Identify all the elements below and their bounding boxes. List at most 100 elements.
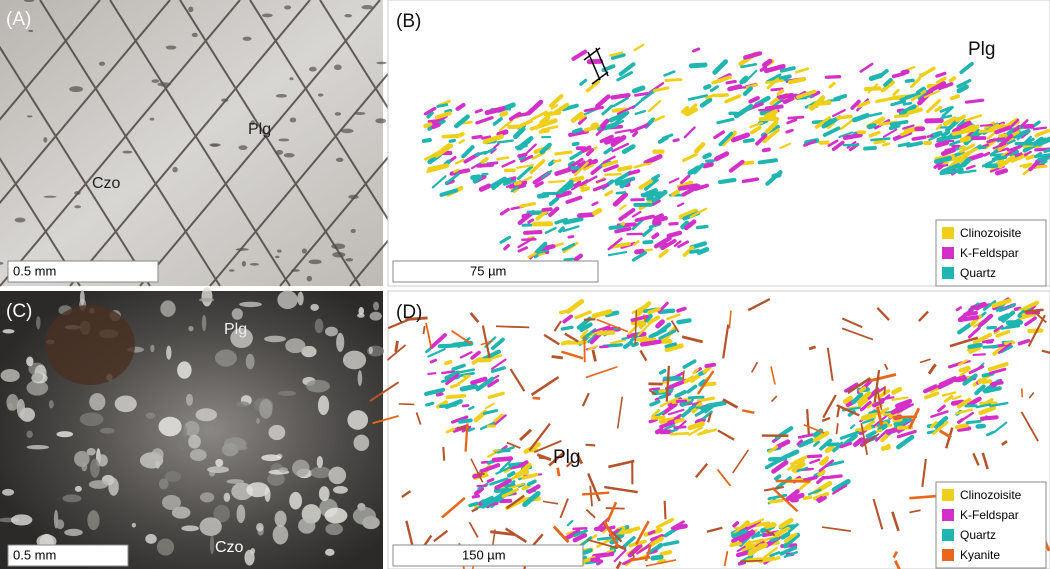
crystal [80, 290, 85, 305]
inclusion [345, 258, 353, 261]
grain [438, 105, 447, 107]
crystal [328, 467, 346, 484]
crystal [64, 529, 83, 536]
scale-label: 75 µm [470, 263, 506, 278]
inclusion [341, 129, 354, 134]
grain [960, 317, 977, 320]
legend-label: Quartz [960, 266, 996, 280]
panel-label: (C) [6, 301, 32, 322]
grain [641, 324, 644, 327]
legend: ClinozoisiteK-FeldsparQuartz [936, 220, 1046, 286]
grain [805, 497, 811, 498]
grain [539, 195, 547, 196]
legend-label: K-Feldspar [960, 246, 1019, 260]
panel-d: (D) Plg 150 µm ClinozoisiteK-FeldsparQua… [370, 291, 1050, 569]
needle [606, 508, 625, 509]
grain [598, 538, 612, 539]
grain [562, 327, 572, 329]
grain [883, 448, 889, 449]
crystal [26, 430, 32, 438]
grain [519, 154, 526, 156]
grain [690, 406, 694, 408]
grain [465, 376, 469, 377]
inclusion [221, 98, 228, 102]
inclusion [290, 118, 296, 123]
grain [447, 396, 464, 398]
inclusion [284, 153, 295, 158]
needle [740, 561, 763, 562]
grain [904, 103, 911, 104]
crystal [292, 460, 310, 477]
grain [977, 306, 981, 308]
grain [698, 227, 707, 228]
grain [574, 144, 578, 145]
inclusion [243, 37, 252, 41]
crystal [265, 487, 271, 502]
crystal [373, 302, 379, 311]
inclusion [242, 261, 246, 267]
crystal [151, 448, 163, 461]
crystal [159, 417, 182, 437]
inclusion [157, 82, 170, 86]
crystal [325, 508, 348, 524]
grain [657, 430, 661, 432]
crystal [80, 412, 104, 426]
crystal [353, 507, 376, 525]
legend-swatch [942, 267, 954, 279]
grain [666, 80, 681, 81]
grain [494, 459, 511, 460]
grain [680, 186, 696, 189]
grain [965, 313, 976, 315]
crystal [150, 345, 154, 353]
grain [936, 158, 949, 161]
grain [984, 346, 997, 347]
grain [805, 477, 816, 480]
crystal [256, 418, 260, 424]
crystal [90, 459, 100, 478]
crystal [62, 494, 81, 502]
annotation: Czo [92, 175, 121, 192]
grain [428, 373, 435, 374]
inclusion [309, 259, 322, 264]
grain [729, 87, 740, 90]
inclusion [335, 112, 341, 116]
grain [649, 532, 654, 534]
inclusion [250, 263, 259, 266]
grain [454, 343, 471, 345]
grain [740, 563, 745, 564]
grain [560, 228, 563, 231]
grain [647, 164, 651, 165]
grain [1027, 156, 1032, 158]
annotation: Plg [248, 121, 271, 138]
grain [653, 234, 657, 237]
grain [678, 320, 689, 322]
inclusion [336, 158, 344, 162]
crystal [297, 292, 303, 306]
grain [779, 91, 783, 94]
inclusion [376, 62, 386, 65]
crystal [200, 517, 222, 536]
grain [634, 88, 643, 91]
grain [865, 148, 875, 149]
inclusion [188, 7, 193, 13]
grain [473, 137, 481, 138]
grain [895, 116, 907, 117]
grain [574, 129, 581, 131]
grain [756, 535, 762, 536]
grain [443, 136, 457, 137]
legend-label: Kyanite [960, 548, 1000, 562]
grain [669, 233, 680, 236]
inclusion [166, 45, 177, 49]
grain [969, 345, 980, 347]
grain [764, 61, 770, 65]
inclusion [361, 5, 373, 9]
annotation: Plg [224, 321, 247, 338]
grain [928, 136, 932, 137]
crystal [56, 431, 73, 437]
grain [576, 256, 581, 259]
legend-swatch [942, 529, 954, 541]
crystal [285, 338, 305, 353]
grain [903, 72, 907, 73]
grain [759, 109, 774, 110]
grain [974, 354, 985, 355]
